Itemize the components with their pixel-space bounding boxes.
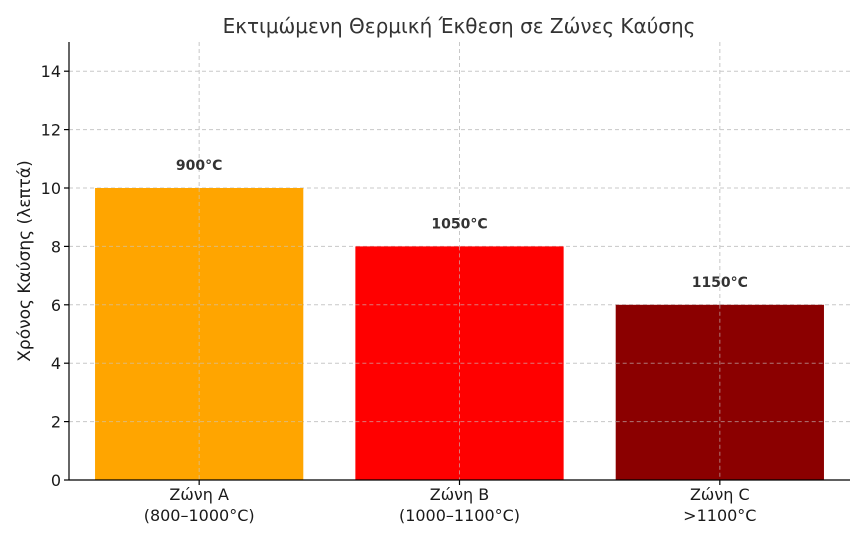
x-tick-label: Ζώνη A: [169, 485, 229, 504]
data-label: 900°C: [176, 158, 223, 174]
y-tick-label: 6: [51, 296, 61, 315]
x-tick-label: Ζώνη B: [430, 485, 490, 504]
data-label: 1150°C: [692, 275, 748, 291]
y-tick-label: 8: [51, 237, 61, 256]
x-tick-label: Ζώνη C: [690, 485, 750, 504]
chart-title: Εκτιμώμενη Θερμική Έκθεση σε Ζώνες Καύση…: [223, 14, 696, 38]
y-tick-label: 10: [41, 179, 61, 198]
y-tick-label: 4: [51, 354, 61, 373]
data-labels: 900°C 1050°C 1150°C: [176, 158, 748, 291]
bars: [95, 188, 824, 480]
x-tick-labels: Ζώνη A (800–1000°C) Ζώνη B (1000–1100°C) Ζών…: [144, 485, 757, 525]
x-tick-label: (800–1000°C): [144, 506, 255, 525]
x-tick-label: >1100°C: [683, 506, 756, 525]
y-axis-label: Χρόνος Καύσης (λεπτά): [15, 160, 35, 361]
bar: [95, 188, 304, 480]
y-tick-label: 0: [51, 471, 61, 490]
x-tick-label: (1000–1100°C): [399, 506, 520, 525]
axes: [64, 42, 850, 485]
y-tick-labels: 0 2 4 6 8 10 12 14: [41, 62, 61, 490]
y-tick-label: 12: [41, 121, 61, 140]
data-label: 1050°C: [431, 216, 487, 232]
y-tick-label: 2: [51, 413, 61, 432]
y-tick-label: 14: [41, 62, 61, 81]
